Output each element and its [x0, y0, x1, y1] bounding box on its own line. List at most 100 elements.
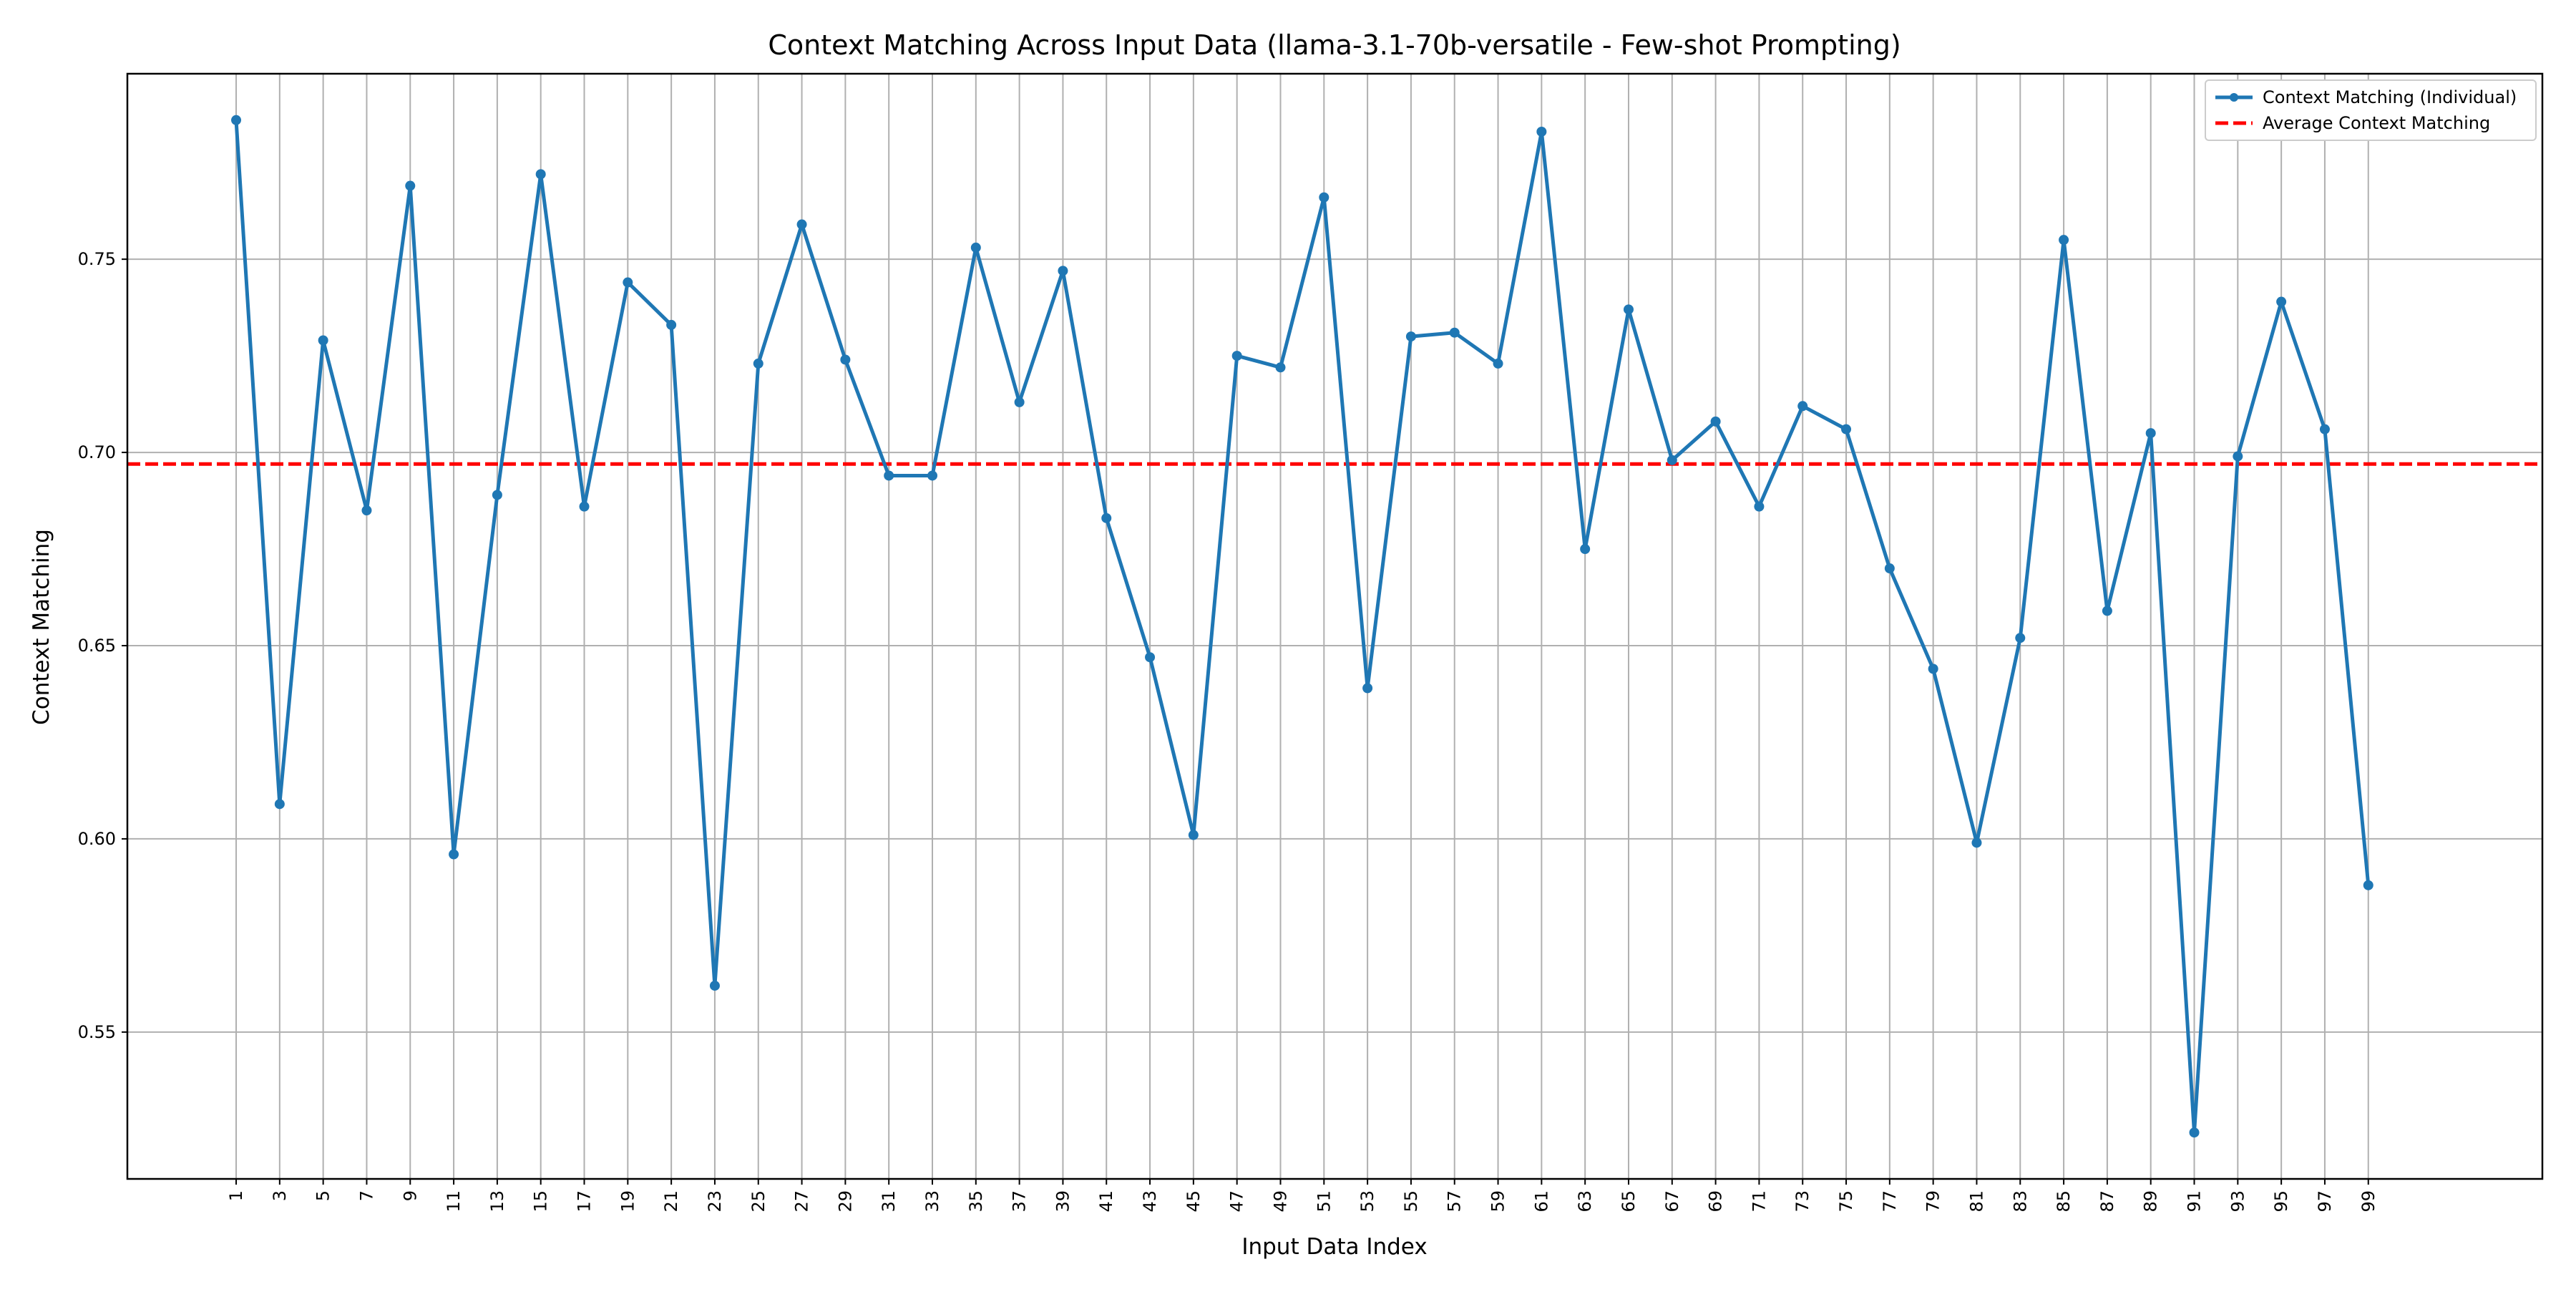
data-point	[1014, 397, 1025, 407]
data-point	[361, 505, 372, 516]
chart-title: Context Matching Across Input Data (llam…	[768, 29, 1901, 61]
x-tick-label: 39	[1053, 1190, 1073, 1213]
x-tick-label: 21	[661, 1190, 681, 1213]
data-point	[579, 501, 590, 512]
data-point	[535, 169, 546, 180]
x-tick-label: 49	[1270, 1190, 1290, 1213]
series-line-individual	[234, 120, 2371, 1135]
x-tick-label: 47	[1227, 1190, 1247, 1213]
data-point	[2189, 1127, 2200, 1138]
data-point	[1493, 358, 1503, 369]
x-tick-label: 71	[1749, 1190, 1769, 1213]
y-tick-label: 0.55	[78, 1022, 116, 1042]
y-tick-label: 0.60	[78, 829, 116, 849]
x-tick-label: 83	[2010, 1190, 2030, 1213]
data-point	[274, 799, 285, 810]
x-tick-label: 3	[270, 1190, 290, 1201]
x-tick-label: 73	[1792, 1190, 1813, 1213]
plot-frame	[126, 72, 2544, 1180]
x-axis-label: Input Data Index	[1241, 1234, 1427, 1260]
data-point	[1797, 401, 1808, 412]
data-point	[449, 849, 459, 860]
y-tick-label: 0.70	[78, 442, 116, 462]
x-tick-label: 9	[400, 1190, 420, 1201]
x-tick-label: 85	[2054, 1190, 2074, 1213]
x-axis-ticks: 1 3 5 7 9 11 13 15 17 19 21 23 25 27 29 31 33 35 37 39 41 43 4…	[226, 1179, 2379, 1213]
x-tick-label: 5	[313, 1190, 333, 1201]
data-point	[2145, 428, 2156, 439]
x-tick-label: 75	[1836, 1190, 1856, 1213]
x-tick-label: 33	[922, 1190, 942, 1213]
data-point	[405, 180, 416, 191]
x-tick-label: 59	[1488, 1190, 1508, 1213]
data-point	[796, 219, 807, 230]
x-tick-label: 11	[444, 1190, 464, 1213]
data-point	[492, 490, 502, 500]
data-point	[709, 981, 720, 991]
x-tick-label: 25	[748, 1190, 769, 1213]
data-point	[2233, 451, 2243, 462]
data-point	[2102, 606, 2112, 616]
x-tick-label: 67	[1662, 1190, 1682, 1213]
y-tick-label: 0.75	[78, 249, 116, 269]
data-point	[2276, 296, 2287, 307]
x-tick-label: 77	[1880, 1190, 1900, 1213]
x-tick-label: 95	[2271, 1190, 2291, 1213]
legend-marker-individual	[2230, 93, 2238, 102]
x-tick-label: 91	[2185, 1190, 2205, 1213]
data-point	[1405, 331, 1416, 342]
x-tick-label: 15	[531, 1190, 551, 1213]
data-point	[231, 115, 242, 125]
x-tick-label: 45	[1184, 1190, 1204, 1213]
legend-label-individual: Context Matching (Individual)	[2263, 87, 2517, 107]
data-point	[1058, 266, 1068, 276]
data-point	[970, 242, 981, 253]
data-point	[318, 335, 328, 346]
data-point	[623, 277, 633, 288]
x-tick-label: 51	[1314, 1190, 1334, 1213]
data-point	[1667, 455, 1677, 465]
data-point	[884, 470, 894, 481]
data-point	[1319, 192, 1330, 203]
data-point	[840, 354, 851, 365]
x-tick-label: 65	[1619, 1190, 1639, 1213]
x-tick-label: 29	[835, 1190, 855, 1213]
data-point	[1623, 304, 1634, 315]
x-tick-label: 27	[792, 1190, 812, 1213]
data-point	[1754, 501, 1765, 512]
y-axis-ticks: 0.55 0.60 0.65 0.70 0.75	[78, 249, 127, 1042]
x-tick-label: 55	[1401, 1190, 1421, 1213]
data-point	[1536, 126, 1547, 137]
x-tick-label: 63	[1575, 1190, 1595, 1213]
data-point	[927, 470, 937, 481]
data-point	[1971, 837, 1982, 848]
x-tick-label: 37	[1010, 1190, 1030, 1213]
x-tick-label: 87	[2097, 1190, 2117, 1213]
x-tick-label: 41	[1096, 1190, 1116, 1213]
data-point	[1188, 830, 1199, 840]
data-point	[1841, 424, 1852, 434]
x-tick-label: 31	[879, 1190, 899, 1213]
x-tick-label: 93	[2228, 1190, 2248, 1213]
data-point	[666, 319, 677, 330]
x-tick-label: 79	[1923, 1190, 1943, 1213]
data-point	[1101, 513, 1112, 523]
x-tick-label: 99	[2358, 1190, 2379, 1213]
x-tick-label: 57	[1445, 1190, 1465, 1213]
data-point	[1145, 652, 1156, 663]
data-point	[2015, 633, 2026, 643]
x-tick-label: 43	[1140, 1190, 1160, 1213]
x-tick-label: 19	[618, 1190, 638, 1213]
x-tick-label: 97	[2315, 1190, 2335, 1213]
data-point	[1710, 416, 1721, 427]
data-point	[2363, 880, 2373, 890]
x-tick-label: 35	[966, 1190, 986, 1213]
x-tick-label: 89	[2141, 1190, 2161, 1213]
series-layer	[231, 115, 2373, 1138]
legend-label-average: Average Context Matching	[2263, 113, 2490, 133]
grid	[127, 74, 2542, 1179]
x-tick-label: 1	[226, 1190, 246, 1201]
